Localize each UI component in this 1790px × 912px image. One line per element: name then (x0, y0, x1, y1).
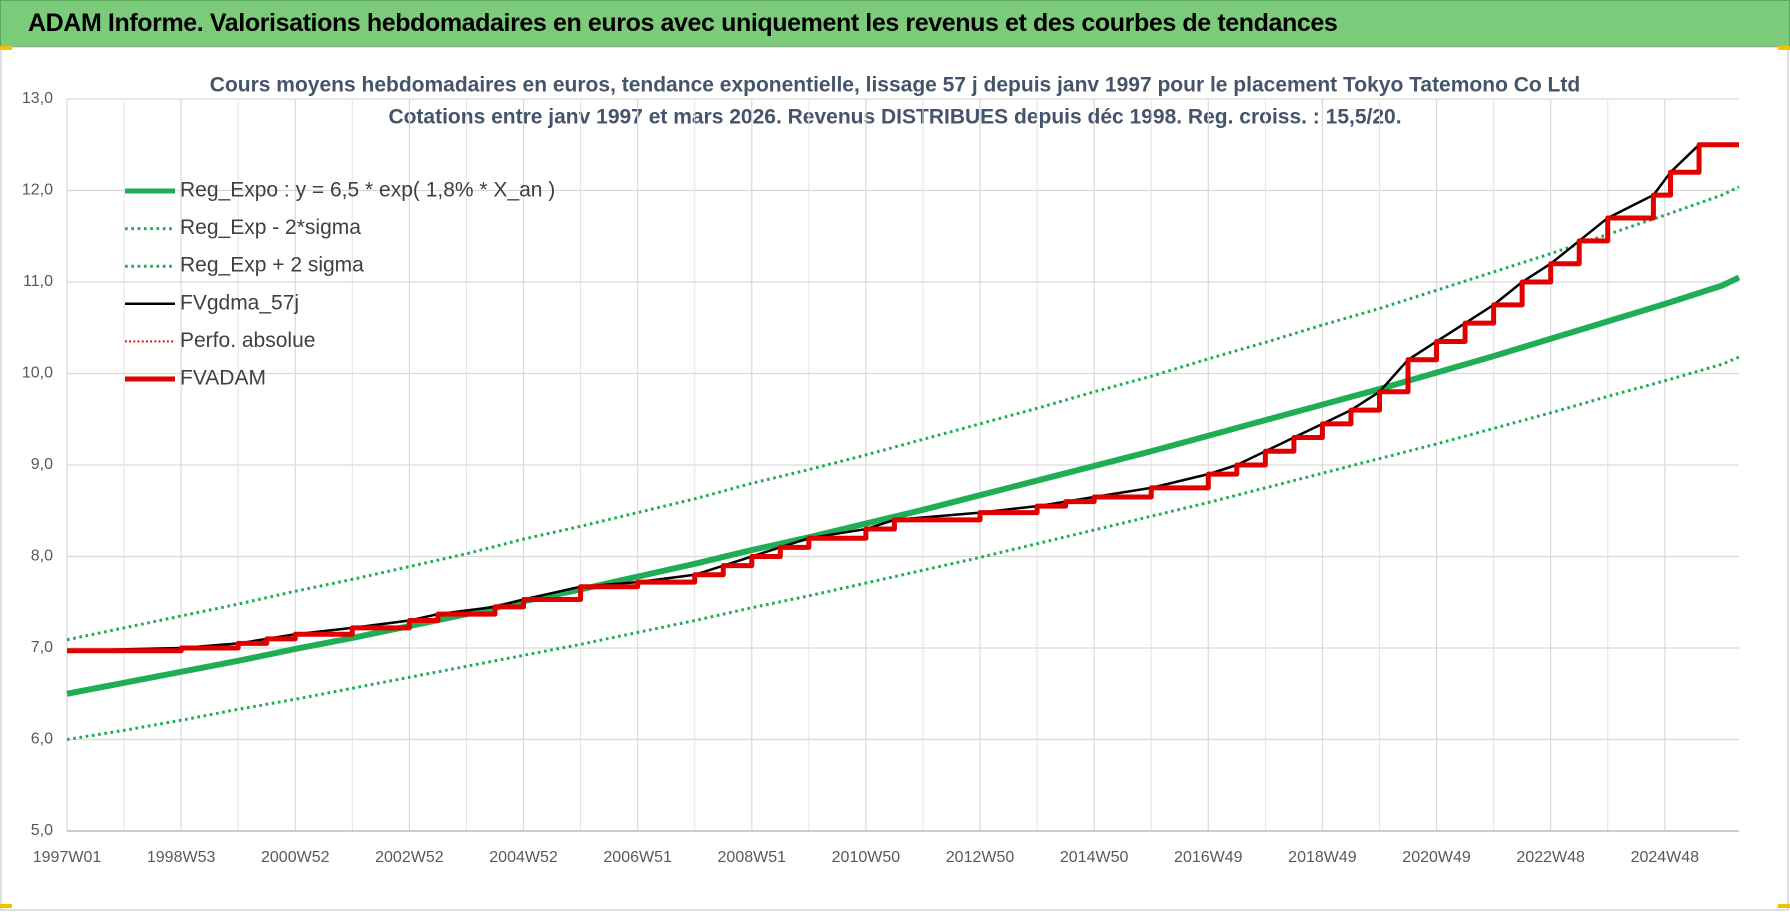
series-line (66, 185, 1740, 642)
header-bar: ADAM Informe. Valorisations hebdomadaire… (0, 0, 1790, 47)
legend-label: Reg_Exp + 2 sigma (180, 254, 364, 277)
corner-mark (0, 46, 12, 50)
header-title: ADAM Informe. Valorisations hebdomadaire… (28, 9, 1338, 37)
y-tick-label: 9,0 (31, 456, 53, 473)
y-tick-label: 8,0 (31, 548, 53, 565)
legend-label: Reg_Expo : y = 6,5 * exp( 1,8% * X_an ) (180, 179, 555, 202)
x-tick-label: 2014W50 (1060, 849, 1129, 866)
legend-label: Reg_Exp - 2*sigma (180, 216, 361, 239)
x-tick-label: 2002W52 (375, 849, 444, 866)
x-tick-label: 2010W50 (832, 849, 901, 866)
legend-label: Perfo. absolue (180, 329, 315, 352)
series-line (66, 274, 1741, 697)
chart-title: Cours moyens hebdomadaires en euros, ten… (210, 74, 1580, 97)
x-tick-label: 2012W50 (946, 849, 1015, 866)
chart-subtitle: Cotations entre janv 1997 et mars 2026. … (388, 106, 1401, 129)
x-tick-label: 2000W52 (261, 849, 330, 866)
legend-label: FVgdma_57j (180, 291, 299, 314)
x-tick-label: 2024W48 (1631, 849, 1700, 866)
legend-label: FVADAM (180, 367, 266, 390)
x-tick-label: 1998W53 (147, 849, 216, 866)
x-tick-label: 1997W01 (33, 849, 102, 866)
y-tick-label: 13,0 (22, 90, 53, 107)
y-tick-label: 7,0 (31, 639, 53, 656)
x-tick-label: 2022W48 (1516, 849, 1585, 866)
x-tick-label: 2016W49 (1174, 849, 1243, 866)
x-tick-label: 2004W52 (489, 849, 558, 866)
y-tick-label: 6,0 (31, 731, 53, 748)
chart-frame (0, 46, 1789, 911)
x-tick-label: 2006W51 (603, 849, 672, 866)
series-line (67, 142, 1739, 654)
x-tick-label: 2008W51 (718, 849, 787, 866)
plot (66, 142, 1741, 741)
y-tick-label: 11,0 (23, 273, 53, 290)
y-tick-label: 5,0 (31, 822, 53, 839)
grid: 5,0 6,0 7,0 8,0 9,0 10,0 11,0 12,0 13,0 1997W01 19… (22, 90, 1739, 866)
x-tick-label: 2018W49 (1288, 849, 1357, 866)
y-tick-label: 10,0 (22, 365, 53, 382)
corner-mark (0, 904, 12, 908)
corner-mark (1778, 904, 1790, 908)
y-tick-label: 12,0 (22, 182, 53, 199)
legend: Reg_Expo : y = 6,5 * exp( 1,8% * X_an ) R… (125, 179, 555, 390)
corner-mark (1778, 46, 1790, 50)
x-tick-label: 2020W49 (1402, 849, 1471, 866)
series-line (66, 355, 1740, 741)
